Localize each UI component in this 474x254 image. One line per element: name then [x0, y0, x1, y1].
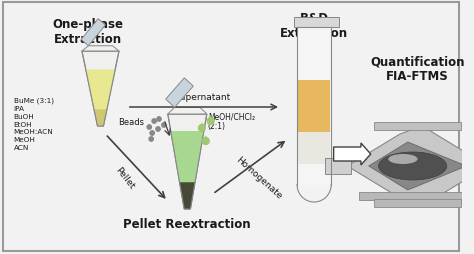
Polygon shape — [94, 110, 107, 126]
Polygon shape — [180, 183, 195, 209]
Circle shape — [156, 127, 160, 132]
Text: Homogenate: Homogenate — [234, 154, 283, 200]
Bar — [359, 192, 474, 200]
Text: MeOH/CHCl₂
(2:1): MeOH/CHCl₂ (2:1) — [208, 112, 255, 131]
Polygon shape — [168, 115, 207, 209]
Polygon shape — [347, 126, 474, 206]
Circle shape — [152, 119, 156, 124]
Polygon shape — [334, 144, 371, 165]
Circle shape — [202, 138, 209, 145]
Text: One-phase
Extraction: One-phase Extraction — [52, 18, 123, 46]
Polygon shape — [166, 78, 193, 108]
Polygon shape — [168, 108, 207, 115]
Polygon shape — [208, 116, 213, 121]
Text: Pellet Reextraction: Pellet Reextraction — [124, 217, 251, 230]
Text: Quantification
FIA-FTMS: Quantification FIA-FTMS — [370, 55, 465, 83]
Text: Beads: Beads — [118, 118, 145, 126]
Circle shape — [199, 125, 205, 132]
Circle shape — [207, 118, 214, 125]
Polygon shape — [325, 158, 351, 174]
Bar — [374, 122, 461, 131]
Ellipse shape — [379, 152, 447, 180]
Polygon shape — [94, 110, 107, 126]
Polygon shape — [86, 70, 115, 110]
Polygon shape — [171, 132, 204, 183]
Circle shape — [147, 125, 151, 130]
FancyBboxPatch shape — [3, 3, 459, 251]
Circle shape — [150, 131, 155, 136]
Text: Pellet: Pellet — [114, 165, 136, 190]
Polygon shape — [171, 132, 204, 183]
Polygon shape — [86, 70, 115, 110]
Bar — [298, 80, 330, 133]
Wedge shape — [297, 167, 331, 185]
Polygon shape — [82, 46, 119, 52]
Polygon shape — [203, 135, 208, 141]
Polygon shape — [81, 20, 106, 46]
Bar — [374, 199, 461, 207]
Polygon shape — [82, 52, 119, 126]
Text: Supernatant: Supernatant — [175, 93, 231, 102]
Bar — [294, 18, 339, 28]
Circle shape — [149, 137, 154, 142]
Polygon shape — [200, 122, 204, 129]
Circle shape — [162, 123, 166, 128]
Polygon shape — [180, 183, 195, 209]
Text: BuMe (3:1)
IPA
BuOH
EtOH
MeOH:ACN
MeOH
ACN: BuMe (3:1) IPA BuOH EtOH MeOH:ACN MeOH A… — [14, 98, 54, 150]
Ellipse shape — [388, 154, 418, 164]
Text: B&D
Extraction: B&D Extraction — [280, 12, 348, 40]
Bar — [297, 28, 331, 185]
Bar — [298, 133, 330, 164]
Circle shape — [157, 117, 161, 122]
Polygon shape — [369, 142, 466, 190]
